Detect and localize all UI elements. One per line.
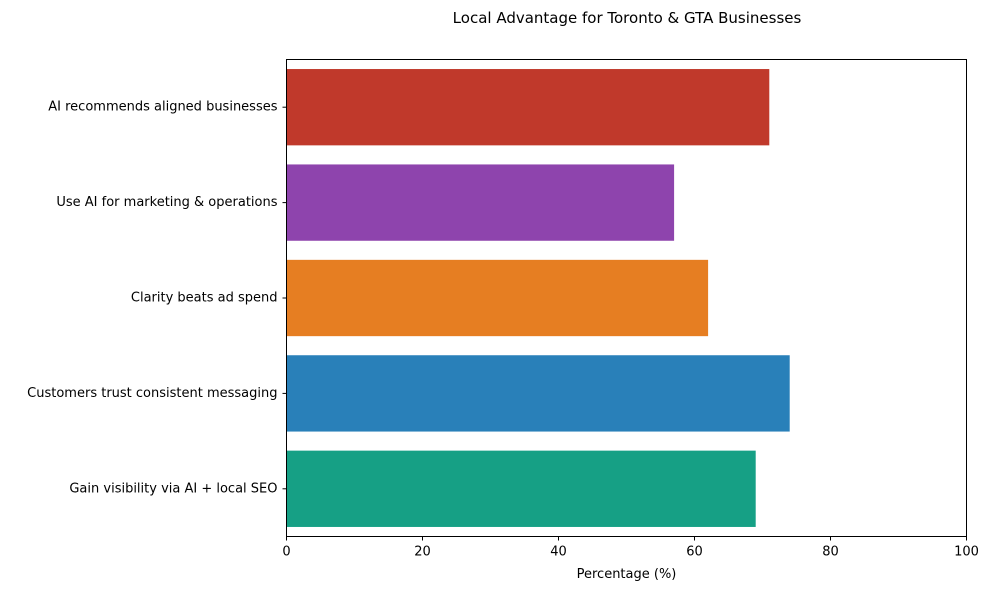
bar (286, 450, 756, 527)
y-tick-label: AI recommends aligned businesses (48, 100, 277, 115)
y-tick-label: Customers trust consistent messaging (27, 386, 277, 401)
bar (286, 355, 790, 432)
x-tick-label: 100 (954, 545, 979, 560)
bars-group (286, 69, 790, 527)
x-tick-label: 40 (550, 545, 567, 560)
y-tick-label: Clarity beats ad spend (131, 291, 278, 306)
axis-ticks: AI recommends aligned businesses Use AI f… (27, 100, 979, 560)
x-axis-title: Percentage (%) (577, 567, 677, 582)
x-tick-label: 60 (686, 545, 703, 560)
bar (286, 69, 770, 146)
y-tick-label: Use AI for marketing & operations (56, 195, 277, 210)
chart-title: Local Advantage for Toronto & GTA Busine… (453, 9, 802, 27)
x-tick-label: 80 (822, 545, 839, 560)
bar (286, 259, 709, 337)
x-tick-label: 20 (414, 545, 431, 560)
bar (286, 164, 675, 241)
y-tick-label: Gain visibility via AI + local SEO (69, 481, 277, 496)
x-tick-label: 0 (282, 545, 290, 560)
